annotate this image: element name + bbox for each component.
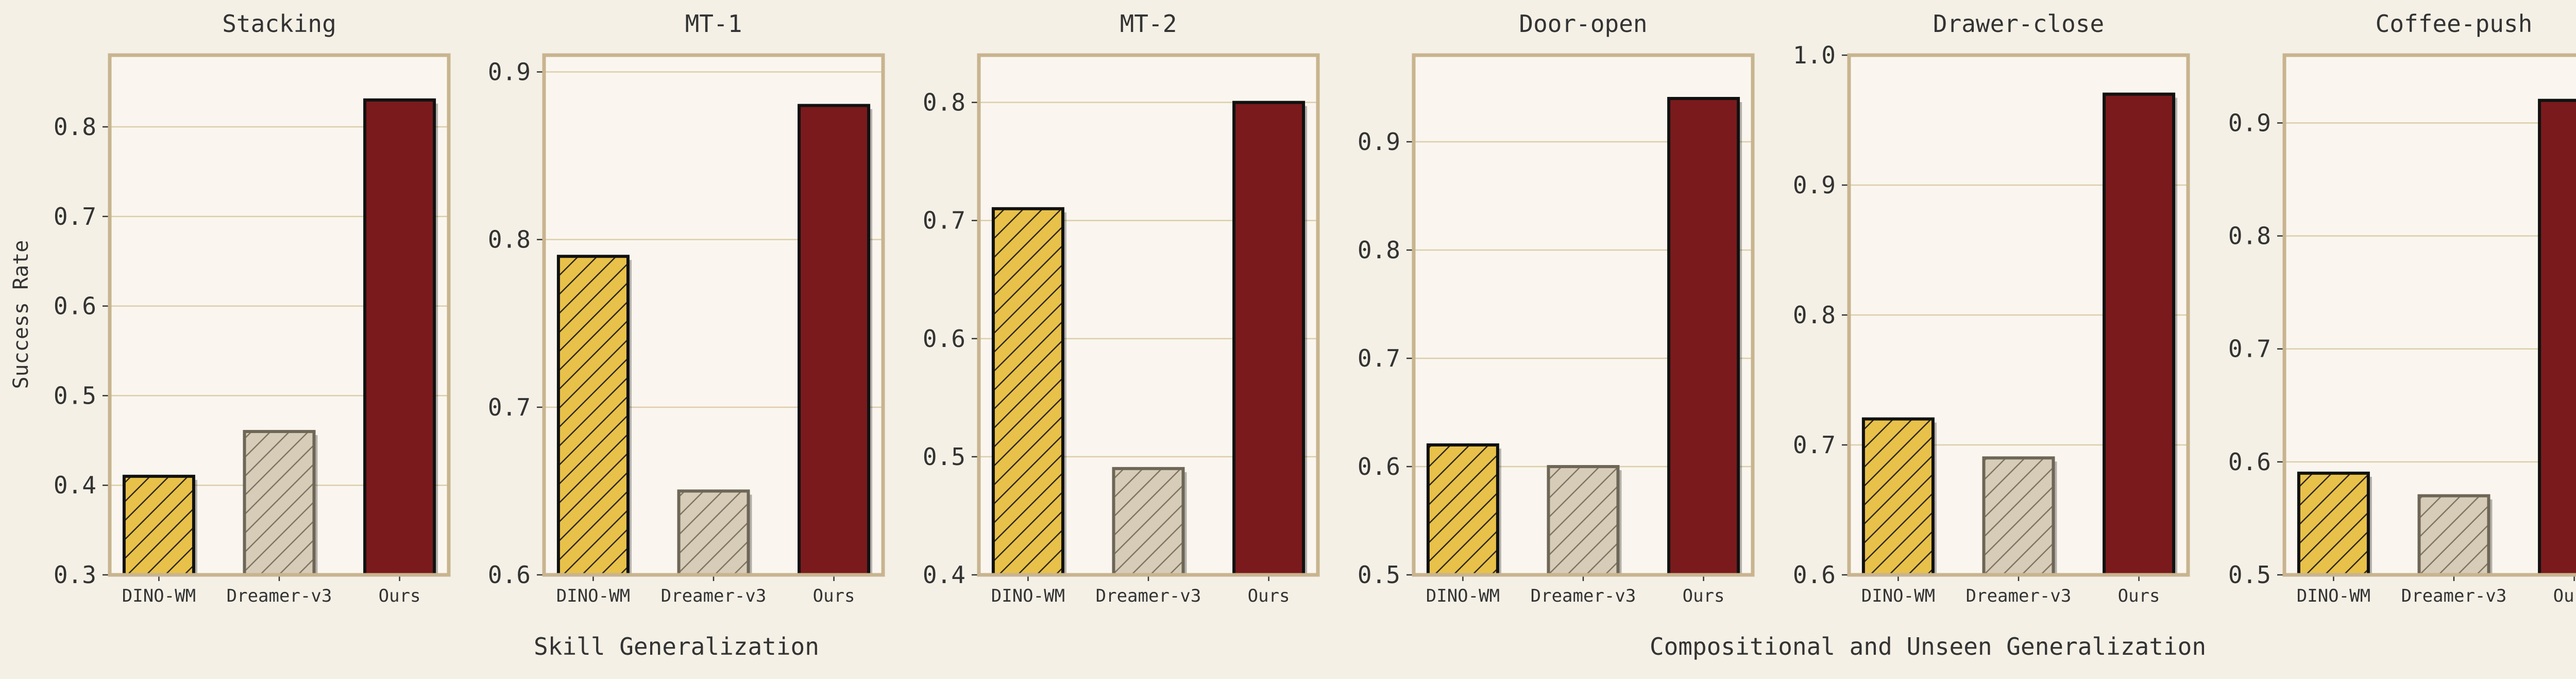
bar-dreamer-v3 <box>243 429 316 576</box>
chart-panel-stacking: 0.3 0.4 0.5 0.6 0.7 0.8 DINO-WM Dreamer-v3 Ours S… <box>54 10 451 606</box>
chart-panel-door-open: 0.5 0.6 0.7 0.8 0.9 DINO-WM Dreamer-v3 Ours Door… <box>1358 10 1755 606</box>
chart-title: Drawer-close <box>1933 10 2104 38</box>
x-tick-label-ours: Ours <box>379 586 421 606</box>
y-tick-label: 0.6 <box>1358 453 1400 481</box>
bar-dino-wm <box>2297 471 2370 576</box>
bar-dreamer-v3 <box>1547 465 1620 576</box>
chart-panel-mt-2: 0.4 0.5 0.6 0.7 0.8 DINO-WM Dreamer-v3 Ours MT-2 <box>923 10 1320 606</box>
bar-dino-wm <box>556 255 630 576</box>
bar-dino-wm <box>122 474 195 576</box>
x-tick-label-dino-wm: DINO-WM <box>122 586 196 606</box>
chart-panel-drawer-close: 0.6 0.7 0.8 0.9 1.0 DINO-WM Dreamer-v3 Ours Draw… <box>1793 10 2190 606</box>
chart-panel-coffee-push: 0.5 0.6 0.7 0.8 0.9 DINO-WM Dreamer-v3 Ours Coff… <box>2228 10 2576 606</box>
y-tick-label: 0.6 <box>2228 448 2271 476</box>
y-tick-label: 0.9 <box>488 58 531 86</box>
bar-ours <box>2538 98 2576 577</box>
x-tick-label-dreamer-v3: Dreamer-v3 <box>2401 586 2507 606</box>
group-label-compositional: Compositional and Unseen Generalization <box>1650 633 2206 660</box>
bar-ours <box>2103 92 2176 577</box>
bar-dreamer-v3 <box>1982 456 2055 577</box>
y-tick-label: 0.7 <box>488 393 531 421</box>
y-tick-label: 0.6 <box>1793 561 1836 589</box>
chart-title: Door-open <box>1519 10 1647 38</box>
y-tick-label: 0.8 <box>488 226 531 254</box>
bar-dreamer-v3 <box>1112 467 1185 576</box>
x-tick-label-dino-wm: DINO-WM <box>1861 586 1935 606</box>
y-tick-label: 0.8 <box>1793 301 1836 329</box>
y-tick-label: 0.4 <box>54 471 96 499</box>
chart-title: MT-2 <box>1120 10 1177 38</box>
bar-ours <box>1667 97 1740 576</box>
chart-title: Coffee-push <box>2376 10 2533 38</box>
group-label-skill: Skill Generalization <box>534 633 819 660</box>
x-tick-label-dreamer-v3: Dreamer-v3 <box>1096 586 1201 606</box>
y-tick-label: 0.8 <box>54 113 96 141</box>
y-tick-label: 0.5 <box>1358 561 1400 589</box>
x-tick-label-dreamer-v3: Dreamer-v3 <box>227 586 332 606</box>
y-tick-label: 0.6 <box>488 561 531 589</box>
y-tick-label: 0.6 <box>54 292 96 320</box>
plot-frame <box>108 53 451 577</box>
plot-frame <box>2282 53 2576 577</box>
bar-ours <box>1232 101 1306 577</box>
y-tick-label: 0.6 <box>923 325 965 353</box>
y-tick-label: 0.5 <box>2228 561 2271 589</box>
y-tick-label: 0.9 <box>2228 109 2271 137</box>
plot-frame <box>1847 53 2190 577</box>
bar-dino-wm <box>991 207 1064 576</box>
chart-panel-mt-1: 0.6 0.7 0.8 0.9 DINO-WM Dreamer-v3 Ours MT-1 <box>488 10 885 606</box>
bar-dino-wm <box>1861 417 1935 576</box>
bar-dreamer-v3 <box>2417 494 2490 577</box>
bar-ours <box>363 98 436 576</box>
y-tick-label: 1.0 <box>1793 41 1836 69</box>
y-tick-label: 0.7 <box>1358 344 1400 372</box>
y-tick-label: 0.7 <box>923 207 965 235</box>
plot-frame <box>542 53 885 577</box>
x-tick-label-ours: Ours <box>2118 586 2160 606</box>
y-tick-label: 0.8 <box>1358 236 1400 264</box>
y-tick-label: 0.7 <box>2228 335 2271 363</box>
x-tick-label-ours: Ours <box>1248 586 1290 606</box>
plot-frame <box>1412 53 1755 577</box>
y-tick-label: 0.8 <box>923 89 965 117</box>
y-tick-label: 0.5 <box>923 443 965 471</box>
y-tick-label: 0.7 <box>54 203 96 230</box>
y-axis-label: Success Rate <box>9 240 33 389</box>
x-tick-label-dino-wm: DINO-WM <box>2297 586 2370 606</box>
plot-frame <box>977 53 1320 577</box>
x-tick-label-dreamer-v3: Dreamer-v3 <box>661 586 767 606</box>
x-tick-label-ours: Ours <box>2553 586 2576 606</box>
x-tick-label-ours: Ours <box>813 586 855 606</box>
y-tick-label: 0.4 <box>923 561 965 589</box>
x-tick-label-dino-wm: DINO-WM <box>991 586 1065 606</box>
x-tick-label-dreamer-v3: Dreamer-v3 <box>1531 586 1636 606</box>
chart-title: MT-1 <box>685 10 742 38</box>
y-tick-label: 0.7 <box>1793 431 1836 459</box>
y-tick-label: 0.8 <box>2228 222 2271 250</box>
x-tick-label-ours: Ours <box>1683 586 1725 606</box>
y-tick-label: 0.3 <box>54 561 96 589</box>
x-tick-label-dreamer-v3: Dreamer-v3 <box>1966 586 2072 606</box>
x-tick-label-dino-wm: DINO-WM <box>1426 586 1500 606</box>
bar-dino-wm <box>1426 443 1499 576</box>
bar-ours <box>798 104 871 576</box>
y-tick-label: 0.5 <box>54 382 96 409</box>
x-tick-label-dino-wm: DINO-WM <box>556 586 630 606</box>
y-tick-label: 0.9 <box>1358 128 1400 156</box>
y-tick-label: 0.9 <box>1793 171 1836 199</box>
bar-dreamer-v3 <box>677 489 750 577</box>
chart-title: Stacking <box>222 10 336 38</box>
